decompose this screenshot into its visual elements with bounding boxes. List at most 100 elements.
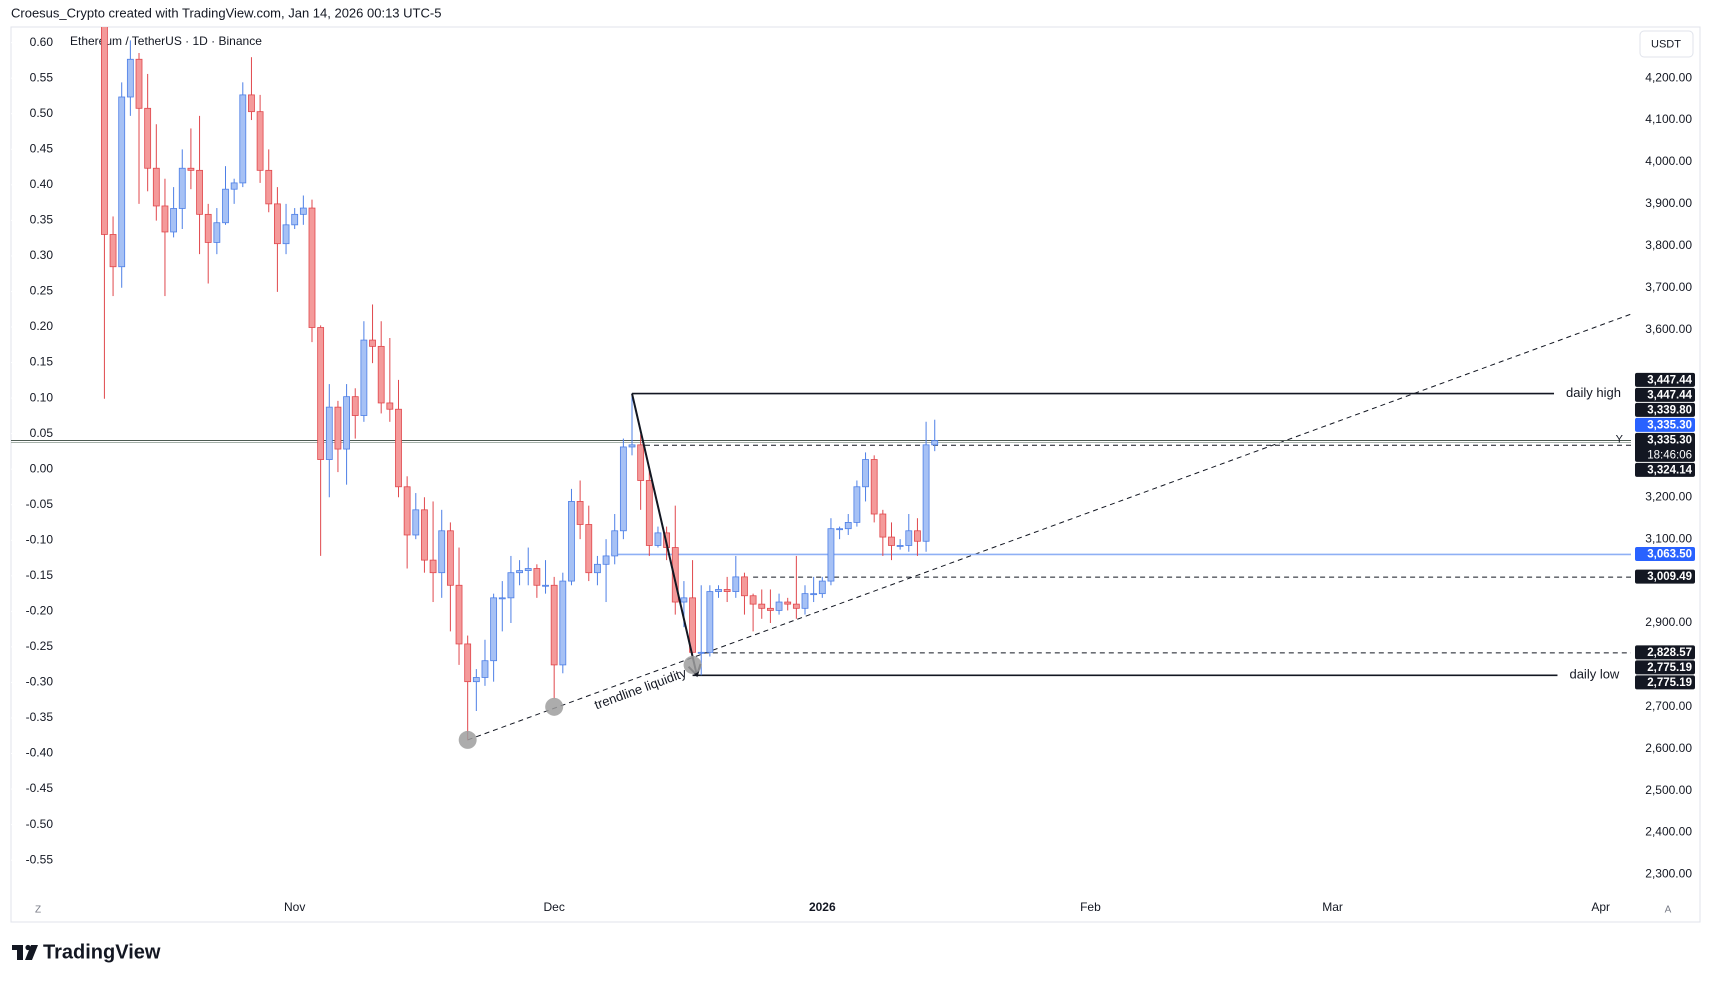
y-tick-label: 2,500.00 [1645, 783, 1692, 797]
price-label: 2,775.19 [1647, 677, 1692, 689]
y2-tick-label: -0.40 [26, 746, 54, 760]
candle-body [602, 555, 610, 565]
candle-body [343, 396, 350, 450]
candle-body [239, 94, 247, 184]
currency: USDT [1651, 38, 1681, 50]
candle-body [749, 595, 757, 605]
countdown: 18:46:06 [1647, 449, 1692, 461]
candle-body [282, 224, 290, 245]
y-tick-label: 3,900.00 [1645, 196, 1692, 210]
candle-body [455, 584, 463, 645]
price-label: 3,335.30 [1647, 434, 1692, 446]
liquidity-point [545, 697, 564, 716]
price-label-box [1635, 462, 1695, 477]
y2-tick-label: 0.40 [30, 177, 54, 191]
x-tick-label: Dec [543, 900, 564, 914]
candle-body [844, 522, 852, 530]
brand-logo: TradingView [12, 941, 161, 963]
y-tick-label: 3,600.00 [1645, 322, 1692, 336]
candle-body [896, 545, 904, 547]
candle-body [421, 509, 428, 561]
candle-body [775, 601, 783, 611]
y-tick-label: 4,100.00 [1645, 112, 1692, 126]
candle-body [101, 27, 108, 235]
candle-body [922, 444, 930, 542]
y-tick-label: 2,400.00 [1645, 825, 1692, 839]
x-tick-label: Mar [1322, 900, 1343, 914]
candle-body [395, 408, 402, 488]
candle-body [490, 597, 498, 662]
price-label-box [1635, 402, 1695, 417]
candle-body [654, 532, 662, 546]
candle-body [317, 327, 325, 460]
candle-body [213, 222, 221, 243]
candle-body [905, 530, 913, 546]
candle-body [516, 570, 523, 574]
candle-body [230, 182, 238, 190]
y2-tick-label: 0.00 [30, 461, 54, 475]
y2-tick-label: -0.50 [26, 817, 54, 831]
candle-body [542, 584, 549, 587]
candle-body [178, 167, 186, 209]
candle-body [697, 651, 705, 654]
x-tick-label: Feb [1080, 900, 1101, 914]
price-label: 3,009.49 [1647, 571, 1692, 583]
x-tick-label: 2026 [809, 900, 836, 914]
last-price-marker: Y [1616, 433, 1624, 445]
y-tick-label: 3,200.00 [1645, 489, 1692, 503]
candle-body [671, 547, 679, 603]
candle-body [914, 530, 921, 542]
price-label-box [1635, 417, 1695, 432]
y2-tick-label: -0.20 [26, 604, 54, 618]
x-tick-label: Apr [1591, 900, 1610, 914]
candle-body [412, 509, 420, 536]
y2-tick-label: -0.55 [26, 852, 54, 866]
liquidity-point [458, 730, 477, 749]
candle-body [888, 536, 895, 546]
candle-body [628, 444, 636, 448]
price-label-box [1635, 546, 1695, 561]
price-label: 3,447.44 [1647, 374, 1692, 386]
candle-body [351, 396, 359, 416]
candle-body [767, 607, 774, 611]
candle-body [429, 559, 437, 574]
candle-body [576, 501, 584, 525]
candle-body [256, 111, 264, 171]
price-label: 3,339.80 [1647, 404, 1692, 416]
candle-body [810, 593, 818, 596]
pane-frame [10, 26, 1701, 923]
candle-body [758, 603, 766, 609]
candle-body [853, 486, 861, 523]
currency-box[interactable] [1639, 30, 1694, 58]
price-label: 3,063.50 [1647, 548, 1692, 560]
zoom-button[interactable] [30, 901, 46, 917]
level-label: daily low [1569, 667, 1619, 682]
candle-body [533, 568, 541, 586]
candle-body [723, 589, 731, 592]
candle-body [170, 208, 178, 233]
candle-body [161, 205, 169, 233]
price-label-box [1635, 660, 1695, 675]
corner-right: A [1665, 905, 1672, 916]
candle-body [715, 589, 722, 592]
candle-body [446, 530, 454, 586]
y-tick-label: 3,100.00 [1645, 531, 1692, 545]
price-label-box [1635, 372, 1695, 387]
corner-left: Z [35, 905, 41, 916]
candle-body [386, 402, 394, 410]
candle-body [187, 167, 195, 171]
candle-body [498, 597, 506, 600]
price-label-box [1635, 432, 1695, 462]
candle-body [265, 169, 273, 205]
candle-body [308, 207, 316, 328]
y2-tick-label: 0.45 [30, 141, 54, 155]
symbol-title: Ethereum / TetherUS · 1D · Binance [70, 34, 262, 48]
candle-body [732, 576, 740, 592]
candle-body [706, 591, 714, 653]
y-tick-label: 2,900.00 [1645, 615, 1692, 629]
price-label: 2,828.57 [1647, 647, 1692, 659]
x-tick-label: Nov [284, 900, 305, 914]
candle-body [637, 444, 645, 481]
